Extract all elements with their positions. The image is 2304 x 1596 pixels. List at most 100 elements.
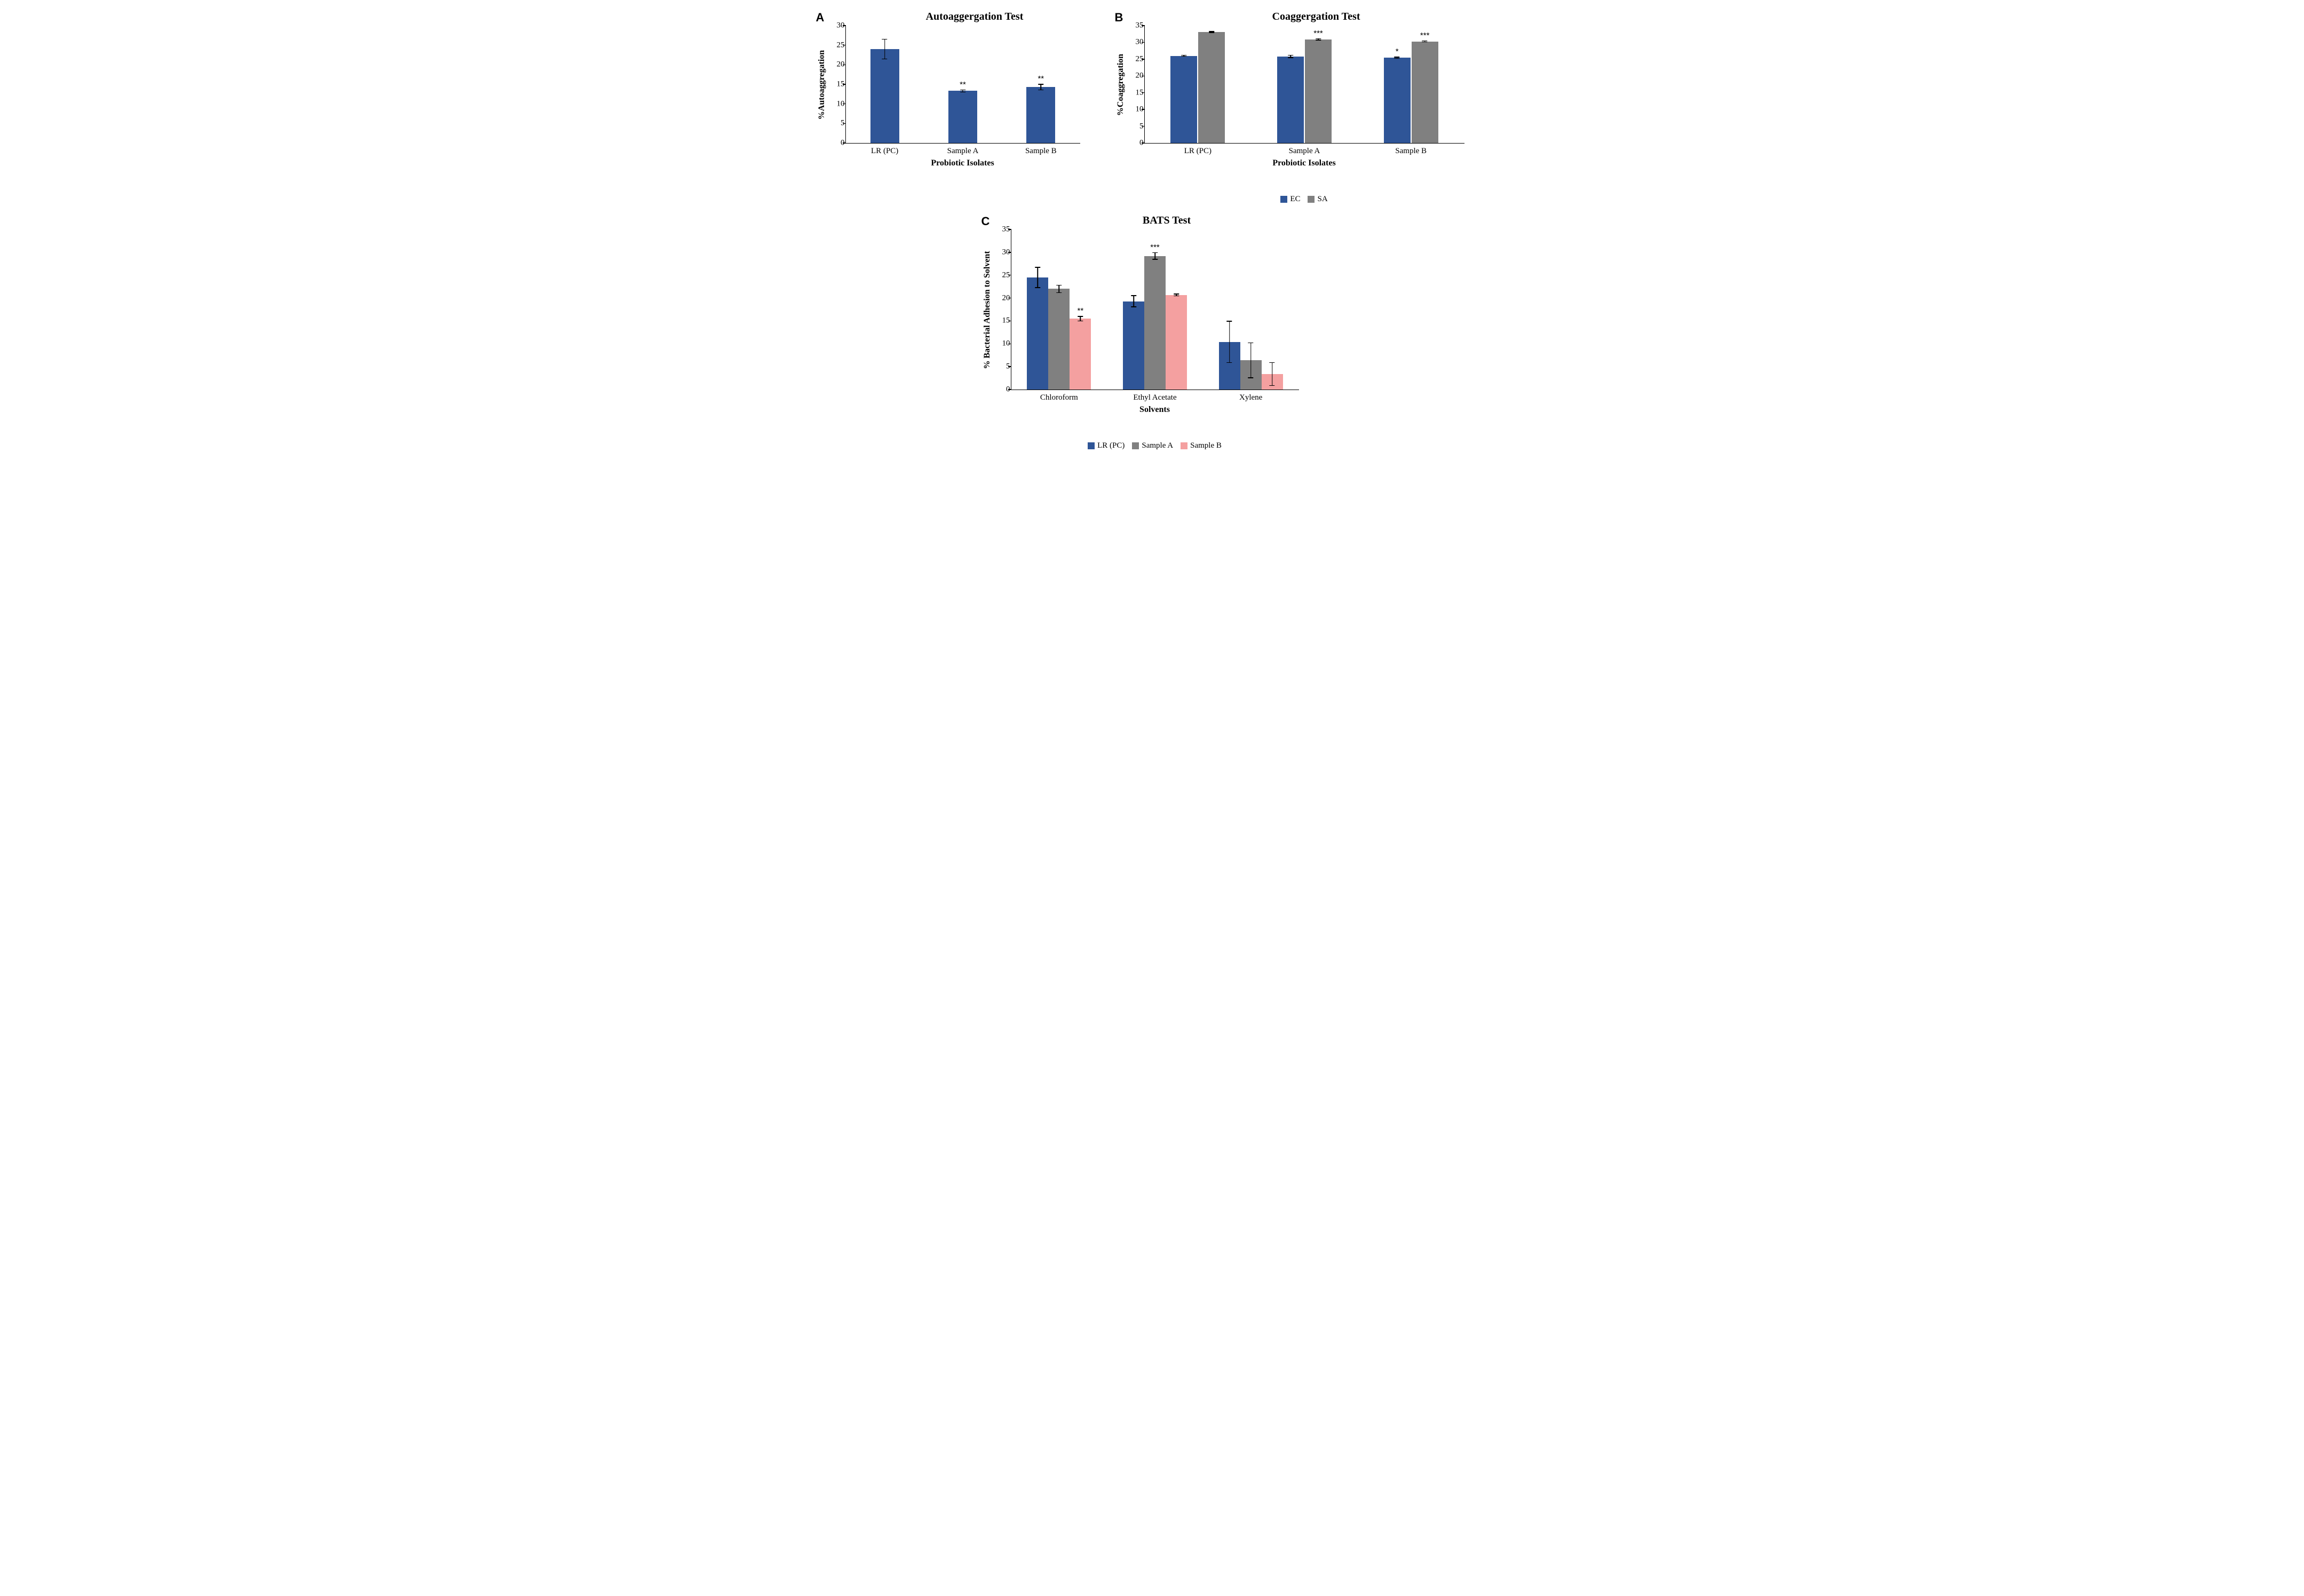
error-bar: [1184, 55, 1185, 57]
y-tick-label: 5: [989, 362, 1010, 371]
error-bar: [1212, 31, 1213, 33]
error-bar: [1038, 267, 1039, 288]
bar: [1219, 342, 1240, 390]
legend-item: LR (PC): [1088, 441, 1125, 450]
bar: [1123, 301, 1144, 390]
legend-swatch: [1308, 196, 1315, 203]
bar: [1027, 277, 1048, 390]
x-ticks: ChloroformEthyl AcetateXylene: [1011, 393, 1299, 402]
error-bar: [1290, 55, 1291, 58]
y-tick-label: 15: [989, 316, 1010, 325]
x-axis-label: Probiotic Isolates: [845, 158, 1080, 168]
y-tick-label: 0: [1122, 139, 1144, 148]
bar: [1277, 57, 1304, 143]
y-tick-label: 20: [1122, 72, 1144, 81]
error-bar: ***: [1318, 38, 1319, 41]
y-tick-label: 10: [989, 339, 1010, 348]
chart-title: Autoaggergation Test: [845, 11, 1104, 23]
legend-label: LR (PC): [1097, 441, 1125, 450]
bars-container: *******: [1145, 26, 1464, 143]
significance-marker: ***: [1420, 31, 1430, 40]
legend-item: Sample B: [1181, 441, 1222, 450]
bar-group: **: [1002, 26, 1080, 143]
legend-swatch: [1280, 196, 1287, 203]
plot-area: %Autoaggregation051015202530****LR (PC)S…: [845, 26, 1080, 144]
x-tick-label: Sample B: [1002, 147, 1080, 156]
error-bar: **: [1041, 84, 1042, 90]
x-tick-label: Sample A: [1251, 147, 1358, 156]
bar-group: **: [1011, 230, 1107, 390]
x-tick-label: Sample B: [1358, 147, 1464, 156]
x-tick-label: Sample A: [924, 147, 1002, 156]
plot-area: % Bacterial Adhesion to Solvent051015202…: [1011, 230, 1299, 390]
bar: ***: [1144, 256, 1166, 390]
legend-swatch: [1088, 442, 1095, 449]
y-tick-label: 0: [824, 139, 845, 148]
x-tick-label: Xylene: [1203, 393, 1299, 402]
legend: LR (PC) Sample A Sample B: [1011, 441, 1299, 450]
legend-label: Sample B: [1190, 441, 1222, 450]
y-tick-label: 20: [824, 60, 845, 69]
error-bar: **: [962, 90, 963, 93]
bar-group: [1203, 230, 1299, 390]
bar: [1048, 289, 1070, 390]
y-tick-label: 30: [1122, 38, 1144, 47]
error-bar: **: [1080, 316, 1081, 321]
y-tick-label: 5: [1122, 122, 1144, 131]
y-tick-label: 5: [824, 119, 845, 128]
bar: [870, 49, 899, 143]
chart-title: Coaggergation Test: [1144, 11, 1489, 23]
bar: ***: [1305, 39, 1332, 143]
bars-container: ****: [846, 26, 1080, 143]
y-tick-label: 25: [1122, 54, 1144, 63]
bar-group: ***: [1251, 26, 1358, 143]
bar: ***: [1412, 42, 1438, 143]
x-ticks: LR (PC)Sample ASample B: [846, 147, 1080, 156]
error-bar: [1250, 343, 1252, 378]
top-row: AAutoaggergation Test%Autoaggregation051…: [816, 11, 1489, 204]
significance-marker: **: [1038, 74, 1044, 83]
error-bar: [884, 39, 885, 59]
error-bar: [1133, 295, 1134, 307]
y-tick-label: 15: [1122, 88, 1144, 97]
bar: **: [1070, 319, 1091, 390]
legend-swatch: [1132, 442, 1139, 449]
legend-label: EC: [1290, 195, 1300, 204]
y-tick-label: 35: [1122, 21, 1144, 30]
bar: **: [948, 91, 977, 143]
x-axis-label: Probiotic Isolates: [1144, 158, 1464, 168]
y-tick-label: 35: [989, 225, 1010, 234]
y-tick-label: 20: [989, 293, 1010, 303]
panel-c: CBATS Test% Bacterial Adhesion to Solven…: [981, 215, 1323, 450]
panel-b: BCoaggergation Test%Coaggregation0510152…: [1115, 11, 1489, 204]
chart-title: BATS Test: [1011, 215, 1323, 227]
significance-marker: ***: [1150, 243, 1160, 252]
x-tick-label: Chloroform: [1011, 393, 1107, 402]
y-tick-label: 25: [824, 41, 845, 50]
legend-swatch: [1181, 442, 1187, 449]
legend-label: Sample A: [1142, 441, 1173, 450]
y-tick-label: 30: [824, 21, 845, 30]
legend-item: Sample A: [1132, 441, 1173, 450]
y-tick-label: 25: [989, 271, 1010, 280]
x-tick-label: LR (PC): [1145, 147, 1252, 156]
error-bar: *: [1397, 57, 1398, 59]
significance-marker: ***: [1313, 29, 1323, 38]
significance-marker: **: [1077, 306, 1083, 315]
error-bar: [1229, 321, 1230, 363]
bar: [1170, 56, 1197, 143]
x-tick-label: Ethyl Acetate: [1107, 393, 1203, 402]
error-bar: [1059, 285, 1060, 293]
error-bar: ***: [1154, 252, 1155, 260]
plot-area: %Coaggregation05101520253035*******LR (P…: [1144, 26, 1464, 144]
bar-group: ****: [1358, 26, 1464, 143]
bar: [1166, 295, 1187, 390]
significance-marker: *: [1396, 47, 1399, 56]
bar-group: **: [924, 26, 1002, 143]
bars-container: *****: [1011, 230, 1299, 390]
error-bar: [1272, 362, 1273, 386]
bar: [1198, 32, 1225, 143]
x-axis-label: Solvents: [1011, 405, 1299, 415]
y-tick-label: 15: [824, 80, 845, 89]
bar: *: [1384, 58, 1411, 143]
